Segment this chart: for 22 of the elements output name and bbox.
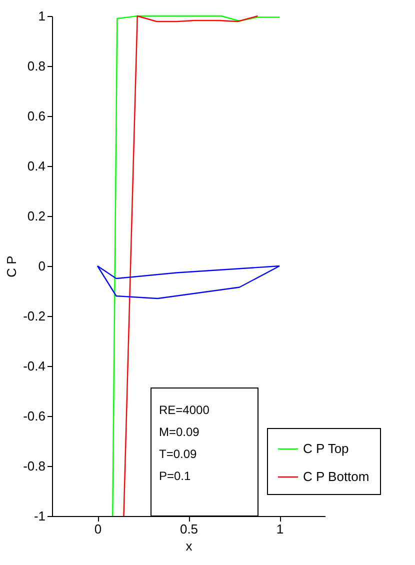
y-tick-label: 0.2 [27,208,46,224]
y-tick-label: -0.4 [23,358,46,374]
annotation: T=0.09 [159,447,198,461]
y-tick-label: -1 [34,508,46,524]
y-tick-label: 0 [38,258,46,274]
y-tick-label: -0.6 [23,408,46,424]
y-axis-title: C P [4,256,20,278]
x-tick-label: 1 [276,522,284,536]
x-tick-label: 0.5 [180,522,198,536]
y-tick-label: -0.8 [23,458,46,474]
y-tick-label: 0.8 [27,58,46,74]
x-axis-title: x [186,538,193,554]
legend-label: C P Bottom [303,469,370,484]
annotation: P=0.1 [159,469,192,483]
y-tick-label: -0.2 [23,308,46,324]
y-tick-label: 1 [38,8,46,24]
annotation: RE=4000 [159,403,210,417]
legend-label: C P Top [303,441,349,456]
annotation: M=0.09 [159,425,200,439]
y-tick-label: 0.6 [27,108,46,124]
x-tick-label: 0 [94,522,102,536]
y-tick-label: 0.4 [27,158,46,174]
